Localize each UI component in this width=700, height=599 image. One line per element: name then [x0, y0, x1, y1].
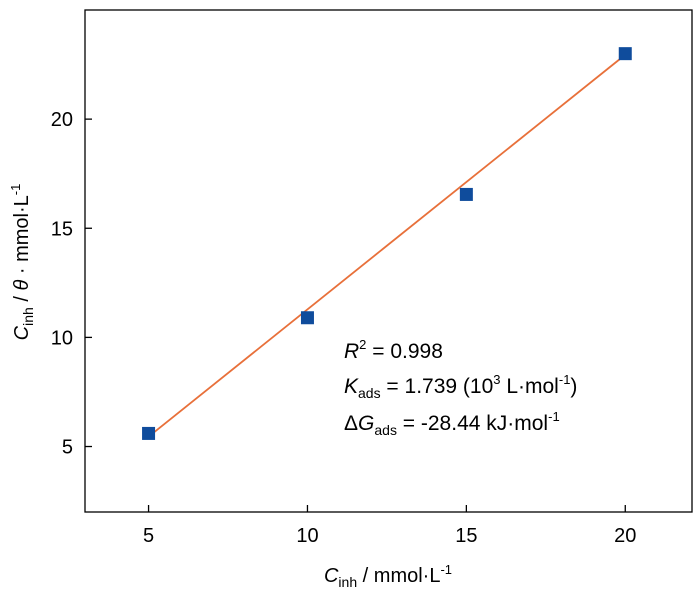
- y-tick-label: 5: [62, 437, 73, 459]
- y-tick-label: 20: [51, 109, 73, 131]
- annotation-k-ads: Kads = 1.739 (103 L·mol-1): [344, 372, 577, 401]
- y-tick-label: 15: [51, 218, 73, 240]
- data-point: [300, 311, 314, 325]
- x-tick-label: 15: [455, 525, 477, 547]
- annotation-r-squared: R2 = 0.998: [344, 337, 443, 363]
- x-axis-ticks: 5 10 15 20: [143, 505, 636, 547]
- fit-line-layer: [147, 54, 626, 438]
- linear-fit-line: [147, 54, 626, 438]
- data-points-layer: [142, 47, 632, 440]
- data-point: [618, 47, 632, 61]
- x-tick-label: 10: [296, 525, 318, 547]
- y-axis-title: Cinh / θ · mmol·L-1: [8, 184, 36, 341]
- x-tick-label: 20: [614, 525, 636, 547]
- data-point: [459, 187, 473, 201]
- data-point: [142, 426, 156, 440]
- y-tick-label: 10: [51, 327, 73, 349]
- plot-frame: [84, 9, 693, 513]
- x-tick-label: 5: [143, 525, 154, 547]
- x-axis-title: Cinh / mmol·L-1: [324, 562, 452, 590]
- annotation-delta-g-ads: ΔGads = -28.44 kJ·mol-1: [344, 409, 560, 438]
- y-axis-ticks: 5 10 15 20: [51, 109, 92, 459]
